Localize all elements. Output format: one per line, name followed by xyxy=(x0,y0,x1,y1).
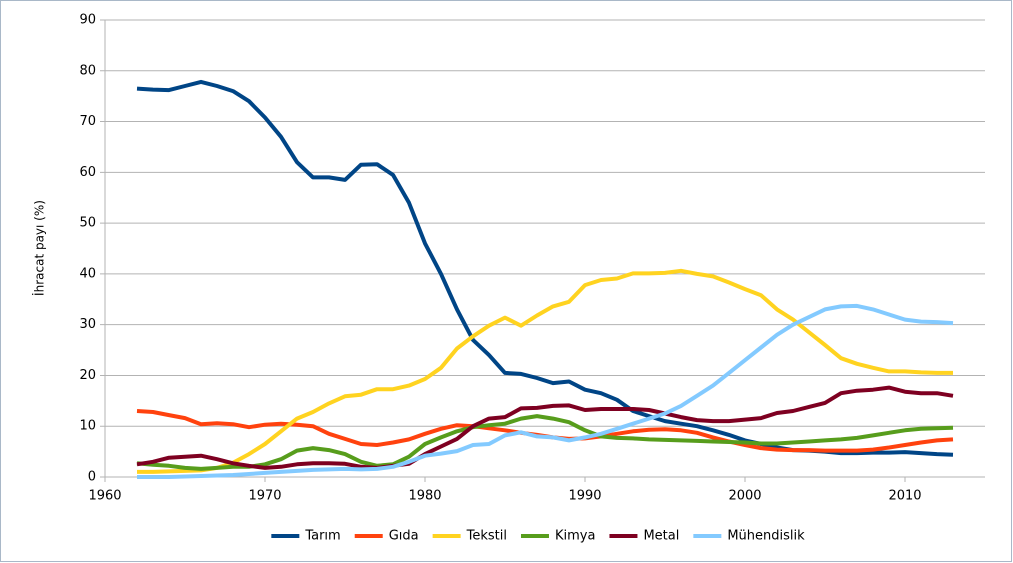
y-tick-label: 30 xyxy=(79,317,96,332)
series-line xyxy=(136,385,954,470)
legend-label: Metal xyxy=(643,529,679,544)
y-tick-label: 50 xyxy=(79,216,96,231)
y-tick-label: 20 xyxy=(79,368,96,383)
y-tick-label: 90 xyxy=(79,13,96,28)
series-line xyxy=(137,268,953,474)
y-tick-label: 10 xyxy=(79,419,96,434)
legend-label: Tarım xyxy=(304,529,340,544)
legend-label: Gıda xyxy=(389,529,419,544)
legend-label: Kimya xyxy=(555,529,595,544)
legend-label: Tekstil xyxy=(466,529,507,544)
y-tick-label: 80 xyxy=(79,63,96,78)
x-tick-label: 1970 xyxy=(248,489,281,504)
x-tick-label: 1980 xyxy=(408,489,441,504)
y-tick-label: 0 xyxy=(88,470,96,485)
y-tick-label: 40 xyxy=(79,266,96,281)
x-tick-label: 1990 xyxy=(568,489,601,504)
y-tick-label: 60 xyxy=(79,165,96,180)
x-tick-label: 2010 xyxy=(888,489,921,504)
x-tick-label: 2000 xyxy=(728,489,761,504)
y-tick-label: 70 xyxy=(79,114,96,129)
y-axis-label: İhracat payı (%) xyxy=(32,200,47,296)
legend-label: Mühendislik xyxy=(727,529,805,544)
series-line xyxy=(136,414,954,471)
series-line xyxy=(137,303,954,479)
x-tick-label: 1960 xyxy=(88,489,121,504)
